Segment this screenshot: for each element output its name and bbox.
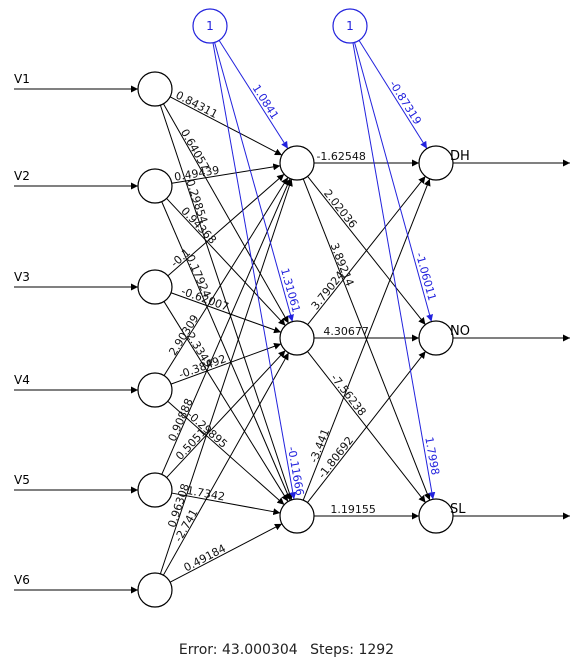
bias-weight-label: -0.87319 [387,78,424,127]
weight-edge [171,163,281,184]
bias-node-label: 1 [206,19,214,33]
error-value: Error: 43.000304 [178,642,298,658]
input-neuron [137,269,173,305]
input-label: V5 [14,473,30,487]
input-label: V3 [14,270,30,284]
weight-label: 1.19155 [330,503,376,516]
hidden-neuron [279,320,315,356]
output-neuron [418,320,454,356]
weight-edge [166,350,286,478]
output-label: SL [450,502,466,517]
weight-edge [163,177,289,376]
input-neuron [137,372,173,408]
bias-node [332,8,368,44]
bias-edge [354,42,433,322]
weight-edge [161,178,291,475]
weight-edge [170,292,282,334]
weight-edge [169,523,283,583]
weight-label: 4.30677 [323,325,369,338]
weight-edge [171,492,281,516]
weight-edge [159,104,293,501]
weight-label: 0.49184 [182,542,228,575]
output-label: NO [450,324,470,339]
bias-edge [214,42,294,322]
bias-weight-label: -1.06011 [413,251,439,302]
input-label: V4 [14,373,30,387]
output-neuron [418,145,454,181]
input-neuron [137,472,173,508]
steps-value: Steps: 1292 [310,642,395,658]
weight-label: 3.79024 [309,269,347,313]
input-label: V6 [14,573,30,587]
weight-edge [162,352,290,576]
output-label: DH [450,149,470,164]
hidden-neuron [279,498,315,534]
bias-edge [352,42,436,500]
input-neuron [137,168,173,204]
weight-edge [161,201,291,501]
bias-edge [358,40,428,149]
input-label: V1 [14,72,30,86]
bias-node-label: 1 [346,19,354,33]
bias-weight-label: 1.0841 [250,82,282,121]
hidden-neuron [279,145,315,181]
input-neuron [137,572,173,608]
weight-edge [162,103,290,324]
weight-label: -1.62548 [316,150,365,163]
weight-label: 2.02036 [321,187,359,231]
weight-edge [307,351,426,503]
training-summary: Error: 43.000304 Steps: 1292 [0,642,573,658]
input-neuron [137,71,173,107]
weight-edge [307,176,426,325]
weight-edge [170,342,282,385]
bias-edge [218,40,289,149]
neural-network-diagram: V1V2V3V4V5V60.843110.640570.298540.49439… [14,8,570,608]
weight-edge [167,173,285,277]
output-neuron [418,498,454,534]
weight-edge [169,96,283,156]
weight-edge [163,301,289,502]
input-label: V2 [14,169,30,183]
weight-label: -7.56238 [328,372,369,419]
bias-edge [212,42,297,500]
bias-weight-label: 1.31061 [278,267,303,314]
weight-edge [167,400,285,506]
weight-edge [166,198,286,326]
weight-edge [159,178,293,575]
weight-edge [302,178,431,501]
weight-label: 0.84311 [173,88,219,121]
bias-node [192,8,228,44]
